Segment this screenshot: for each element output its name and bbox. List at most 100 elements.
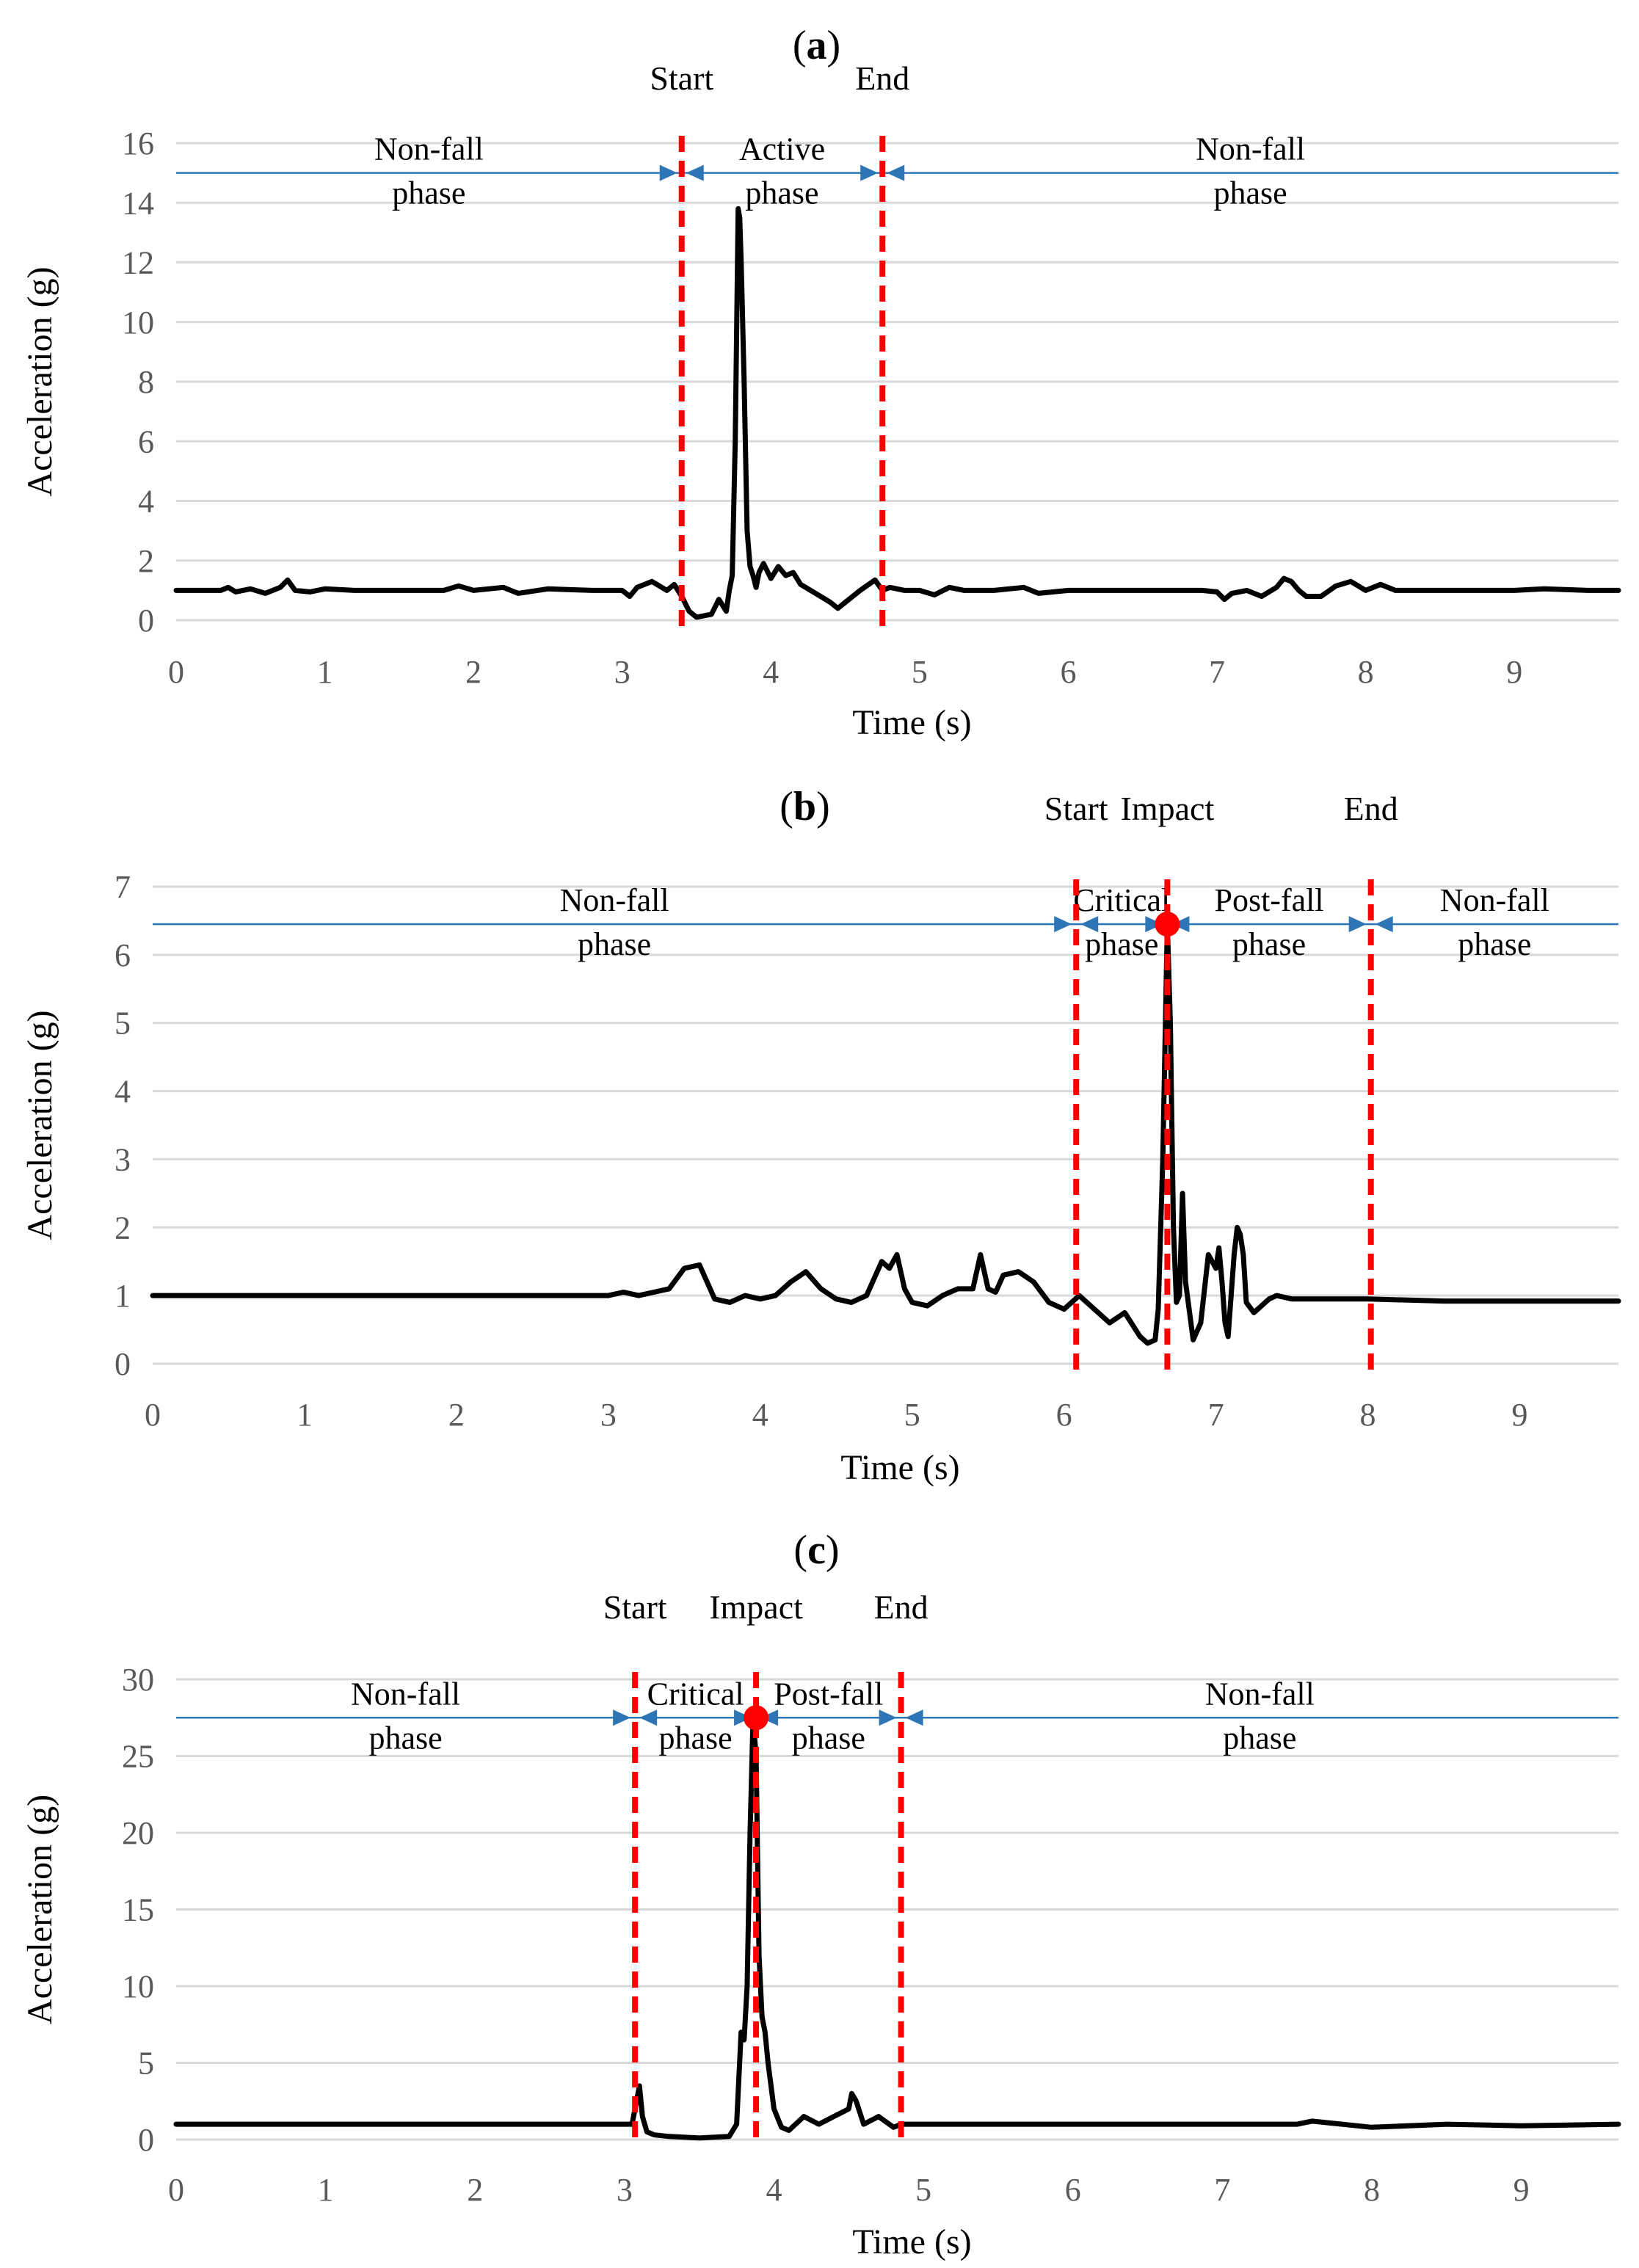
event-marker-label: Start — [650, 59, 713, 97]
y-tick-label: 1 — [115, 1278, 131, 1314]
y-tick-label: 15 — [122, 1892, 154, 1928]
x-axis-label: Time (s) — [840, 1448, 959, 1487]
chart-panel-c: 0 5 10 15 20 25 30 0 1 2 3 4 5 6 7 8 9 Time (s) Accelerati… — [21, 1527, 1621, 2261]
title-letter: a — [807, 23, 827, 68]
phase-arrowhead — [1375, 916, 1393, 933]
x-tick-label: 4 — [763, 654, 779, 690]
phase-label-line1: Active — [739, 131, 825, 167]
title-paren-close: ) — [826, 1527, 840, 1573]
x-tick-label: 6 — [1060, 654, 1076, 690]
phase-arrowhead — [1080, 916, 1099, 933]
phase-arrowhead — [860, 164, 879, 181]
title-paren-close: ) — [816, 784, 830, 829]
y-tick-label: 20 — [122, 1815, 154, 1851]
x-tick-label: 9 — [1511, 1397, 1527, 1433]
y-tick-label: 6 — [138, 424, 154, 459]
title-letter: c — [807, 1527, 826, 1573]
y-tick-label: 12 — [122, 245, 154, 281]
y-tick-label: 6 — [115, 937, 131, 973]
phase-label-line2: phase — [1223, 1720, 1296, 1756]
y-tick-label: 4 — [138, 484, 154, 520]
phase-label-line1: Non-fall — [351, 1676, 460, 1712]
y-axis-label: Acceleration (g) — [21, 1795, 59, 2024]
y-tick-label: 14 — [122, 185, 154, 221]
x-tick-label: 3 — [614, 654, 630, 690]
phase-arrowhead — [1054, 916, 1072, 933]
acceleration-trace — [173, 206, 1621, 620]
title-paren-close: ) — [827, 23, 841, 68]
event-marker-label: Start — [603, 1588, 667, 1626]
y-tick-label: 10 — [122, 1969, 154, 2005]
y-tick-label: 7 — [115, 869, 131, 905]
x-tick-label: 9 — [1506, 654, 1522, 690]
title-paren-open: ( — [793, 23, 807, 68]
phase-arrowhead — [1145, 916, 1163, 933]
chart-title: (b) — [779, 784, 829, 829]
x-tick-label: 0 — [145, 1397, 161, 1433]
chart-title: (a) — [793, 23, 840, 68]
phase-label-line1: Non-fall — [1205, 1676, 1315, 1712]
title-letter: b — [793, 784, 816, 829]
title-paren-open: ( — [779, 784, 793, 829]
y-tick-label: 8 — [138, 364, 154, 400]
phase-arrowhead — [686, 164, 704, 181]
x-tick-label: 8 — [1358, 654, 1374, 690]
x-tick-label: 5 — [904, 1397, 920, 1433]
phase-label-line2: phase — [659, 1720, 733, 1756]
x-tick-label: 5 — [915, 2172, 931, 2208]
y-tick-label: 0 — [138, 603, 154, 639]
phase-label-line1: Non-fall — [1196, 131, 1305, 167]
acceleration-trace — [150, 921, 1621, 1346]
x-tick-label: 1 — [317, 654, 333, 690]
x-tick-label: 2 — [448, 1397, 465, 1433]
event-marker-label: End — [874, 1588, 928, 1626]
x-tick-label: 6 — [1065, 2172, 1081, 2208]
y-tick-label: 30 — [122, 1662, 154, 1698]
chart-panel-b: 0 1 2 3 4 5 6 7 0 1 2 3 4 5 6 7 8 9 Time (s) Acceleration (… — [21, 784, 1621, 1487]
phase-arrowhead — [887, 164, 905, 181]
phase-label-line1: Critical — [647, 1676, 744, 1712]
phase-label-line2: phase — [1232, 926, 1306, 962]
phase-label-line2: phase — [392, 175, 465, 211]
y-axis-label: Acceleration (g) — [21, 266, 59, 496]
phase-label-line1: Non-fall — [374, 131, 484, 167]
phase-label-line1: Post-fall — [1214, 882, 1323, 918]
x-tick-label: 3 — [600, 1397, 617, 1433]
x-axis-label: Time (s) — [852, 2222, 971, 2261]
x-tick-label: 2 — [467, 2172, 483, 2208]
x-tick-label: 1 — [297, 1397, 313, 1433]
y-tick-label: 5 — [138, 2046, 154, 2082]
phase-label-line2: phase — [368, 1720, 442, 1756]
impact-point — [744, 1705, 769, 1731]
phase-arrowhead — [613, 1709, 631, 1726]
phase-label-line1: Post-fall — [774, 1676, 883, 1712]
x-tick-label: 0 — [168, 2172, 184, 2208]
x-tick-label: 1 — [318, 2172, 334, 2208]
phase-label-line2: phase — [578, 926, 651, 962]
x-tick-label: 4 — [752, 1397, 768, 1433]
y-tick-label: 3 — [115, 1141, 131, 1177]
phase-label-line2: phase — [792, 1720, 865, 1756]
x-tick-label: 9 — [1513, 2172, 1530, 2208]
title-paren-open: ( — [793, 1527, 807, 1573]
phase-arrowhead — [1348, 916, 1367, 933]
impact-point — [1155, 912, 1180, 937]
y-tick-label: 10 — [122, 305, 154, 341]
phase-arrowhead — [760, 1709, 779, 1726]
x-tick-label: 6 — [1056, 1397, 1072, 1433]
x-tick-label: 8 — [1360, 1397, 1376, 1433]
event-marker-label: End — [855, 59, 909, 97]
x-tick-label: 2 — [465, 654, 481, 690]
y-tick-label: 0 — [138, 2122, 154, 2158]
chart-title: (c) — [793, 1527, 839, 1573]
event-marker-label: End — [1344, 790, 1398, 827]
x-tick-label: 7 — [1208, 1397, 1224, 1433]
phase-label-line1: Non-fall — [1440, 882, 1549, 918]
x-tick-label: 7 — [1209, 654, 1225, 690]
y-tick-label: 16 — [122, 126, 154, 161]
phase-label-line2: phase — [745, 175, 818, 211]
y-axis-label: Acceleration (g) — [21, 1010, 59, 1240]
event-marker-label: Impact — [709, 1588, 803, 1626]
x-tick-label: 5 — [912, 654, 928, 690]
x-tick-label: 8 — [1364, 2172, 1380, 2208]
